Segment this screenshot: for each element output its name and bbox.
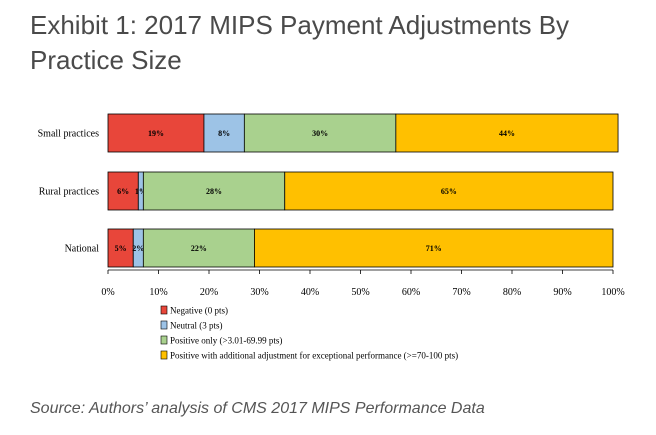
data-label: 2% (132, 244, 144, 253)
data-label: 5% (115, 244, 127, 253)
category-label: Rural practices (39, 187, 99, 198)
legend-swatch (160, 320, 168, 330)
data-label: 1% (135, 187, 147, 196)
data-label: 22% (191, 244, 207, 253)
category-label: Small practices (38, 129, 99, 140)
x-tick-label: 60% (402, 287, 420, 298)
data-label: 71% (426, 244, 442, 253)
bar-segment (254, 228, 614, 268)
bar-segment (284, 171, 614, 211)
x-tick-label: 100% (601, 287, 624, 298)
legend-swatch (160, 350, 168, 360)
legend-label: Positive with additional adjustment for … (170, 351, 458, 361)
data-label: 65% (441, 187, 457, 196)
chart-title: Exhibit 1: 2017 MIPS Payment Adjustments… (30, 10, 570, 75)
bar-segment (142, 171, 286, 211)
x-tick-label: 10% (149, 287, 167, 298)
data-label: 8% (218, 129, 230, 138)
bar-segment (107, 113, 205, 153)
bar-segment (107, 228, 134, 268)
legend-label: Negative (0 pts) (170, 306, 228, 316)
data-label: 30% (312, 129, 328, 138)
data-label: 44% (499, 129, 515, 138)
x-tick-label: 70% (452, 287, 470, 298)
x-tick-label: 0% (101, 287, 114, 298)
bar-segment (107, 171, 139, 211)
x-tick-label: 90% (553, 287, 571, 298)
x-tick-label: 80% (503, 287, 521, 298)
bar-segment (395, 113, 619, 153)
data-label: 6% (117, 187, 129, 196)
legend-swatch (160, 335, 168, 345)
category-label: National (65, 244, 100, 255)
data-label: 28% (206, 187, 222, 196)
source-note: Source: Authors’ analysis of CMS 2017 MI… (30, 400, 485, 417)
x-tick-label: 20% (200, 287, 218, 298)
data-label: 19% (148, 129, 164, 138)
x-tick-label: 40% (301, 287, 319, 298)
x-tick-label: 50% (351, 287, 369, 298)
legend-label: Positive only (>3.01-69.99 pts) (170, 336, 282, 346)
bar-segment (142, 228, 255, 268)
legend-swatch (160, 305, 168, 315)
x-tick-label: 30% (250, 287, 268, 298)
legend-label: Neutral (3 pts) (170, 321, 222, 331)
